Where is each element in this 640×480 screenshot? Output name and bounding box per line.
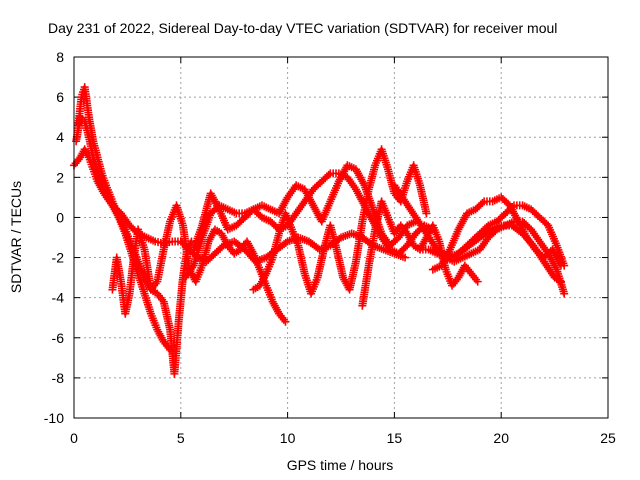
x-tick-label: 10 [280,430,296,446]
x-tick-label: 5 [177,430,185,446]
y-axis-label: SDTVAR / TECUs [8,181,24,293]
y-tick-label: 4 [56,129,64,145]
series-track-8 [358,197,482,310]
plot-frame [73,56,609,419]
y-tick-label: -10 [44,410,64,426]
data-point [560,289,569,298]
data-point [508,203,517,212]
x-tick-label: 0 [70,430,78,446]
y-tick-label: 2 [56,169,64,185]
data-point [324,170,333,179]
data-point [281,317,290,326]
x-tick-label: 15 [387,430,403,446]
y-tick-label: -6 [52,330,65,346]
data-point [478,199,487,208]
data-point [401,253,410,262]
y-tick-label: -2 [52,250,65,266]
data-point [473,277,482,286]
y-tick-label: 8 [56,49,64,65]
y-tick-label: 0 [56,209,64,225]
x-tick-label: 25 [600,430,616,446]
data-points [70,83,569,378]
axis-ticks: 0 5 10 15 20 25 -10 -8 -6 -4 -2 0 2 4 6 8 [44,49,616,446]
series-track-11 [428,193,566,274]
x-axis-label: GPS time / hours [287,457,394,473]
chart-title: Day 231 of 2022, Sidereal Day-to-day VTE… [48,20,557,36]
y-tick-label: -8 [52,370,65,386]
x-tick-label: 20 [493,430,509,446]
series-track-12 [450,201,569,270]
y-tick-label: -4 [52,290,65,306]
data-point [560,261,569,270]
data-point [422,209,431,218]
series-track-6 [189,161,420,254]
series-track-4 [108,201,290,326]
y-tick-label: 6 [56,89,64,105]
